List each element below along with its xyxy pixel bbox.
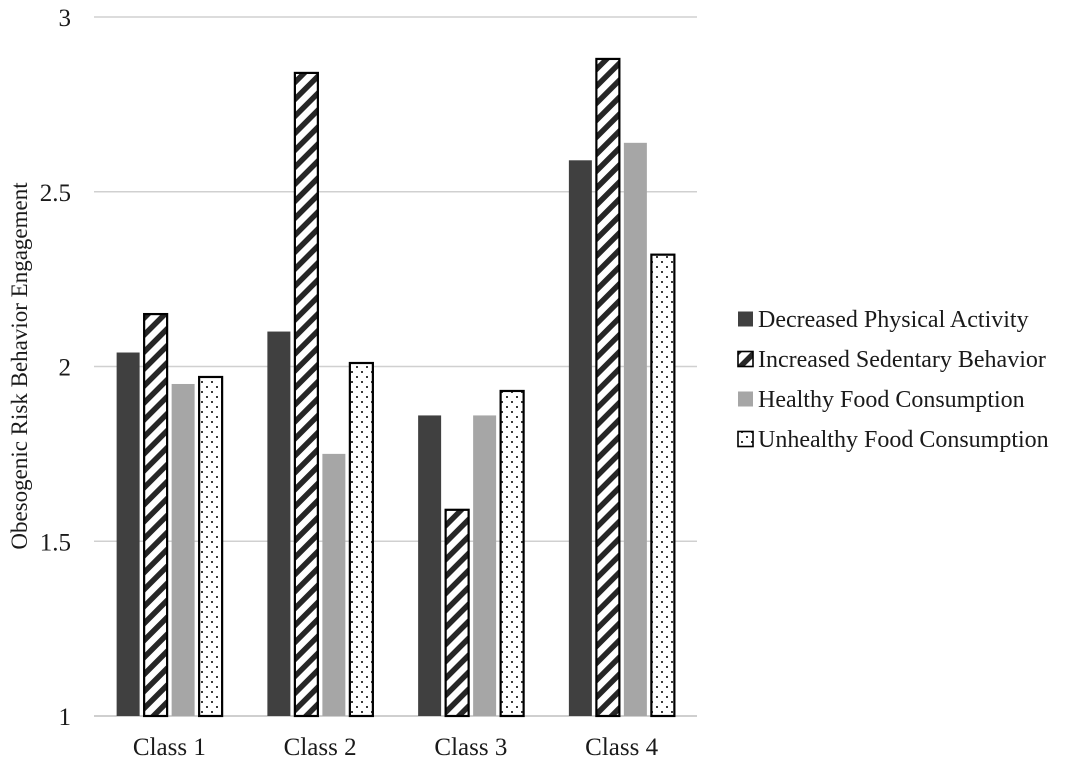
- y-axis-label-group: Obesogenic Risk Behavior Engagement: [7, 182, 32, 550]
- y-tick-label: 2.5: [40, 180, 71, 207]
- bar-decreased-physical-activity-class-4: [568, 160, 592, 717]
- bar-unhealthy-food-consumption-class-2: [348, 361, 374, 718]
- legend-label: Healthy Food Consumption: [758, 387, 1025, 413]
- x-tick-label: Class 1: [133, 734, 206, 761]
- y-axis-title: Obesogenic Risk Behavior Engagement: [7, 182, 32, 550]
- bar-increased-sedentary-behavior-class-4: [595, 57, 621, 718]
- x-tick-label: Class 4: [585, 734, 658, 761]
- legend-label: Decreased Physical Activity: [758, 307, 1029, 333]
- legend-swatch: [737, 350, 754, 368]
- bar-increased-sedentary-behavior-class-3: [444, 508, 470, 718]
- y-tick-label: 3: [59, 5, 72, 32]
- bar-healthy-food-consumption-class-2: [322, 453, 346, 716]
- legend-swatch: [737, 430, 754, 448]
- legend: Decreased Physical Activity Increased Sed…: [737, 307, 1049, 453]
- bar-unhealthy-food-consumption-class-1: [198, 375, 224, 718]
- y-axis-ticks: 1 1.5 2 2.5 3: [40, 5, 71, 731]
- bar-decreased-physical-activity-class-2: [267, 331, 291, 716]
- y-tick-label: 2: [59, 355, 72, 382]
- bar-unhealthy-food-consumption-class-3: [499, 389, 525, 718]
- x-tick-label: Class 3: [434, 734, 507, 761]
- bar-increased-sedentary-behavior-class-2: [293, 71, 319, 718]
- bars: [116, 57, 676, 718]
- legend-label: Increased Sedentary Behavior: [758, 347, 1046, 373]
- legend-label: Unhealthy Food Consumption: [758, 427, 1049, 453]
- x-axis-ticks: Class 1 Class 2 Class 3 Class 4: [133, 734, 659, 761]
- bar-healthy-food-consumption-class-3: [473, 415, 497, 716]
- bar-healthy-food-consumption-class-4: [623, 142, 647, 716]
- y-tick-label: 1: [59, 704, 72, 731]
- bar-decreased-physical-activity-class-1: [116, 352, 140, 716]
- legend-swatch: [738, 391, 753, 407]
- legend-swatch: [738, 311, 753, 327]
- bar-decreased-physical-activity-class-3: [418, 415, 442, 716]
- x-tick-label: Class 2: [284, 734, 357, 761]
- bar-unhealthy-food-consumption-class-4: [650, 253, 676, 718]
- y-tick-label: 1.5: [40, 529, 71, 556]
- bar-healthy-food-consumption-class-1: [171, 383, 195, 716]
- bar-increased-sedentary-behavior-class-1: [143, 312, 169, 718]
